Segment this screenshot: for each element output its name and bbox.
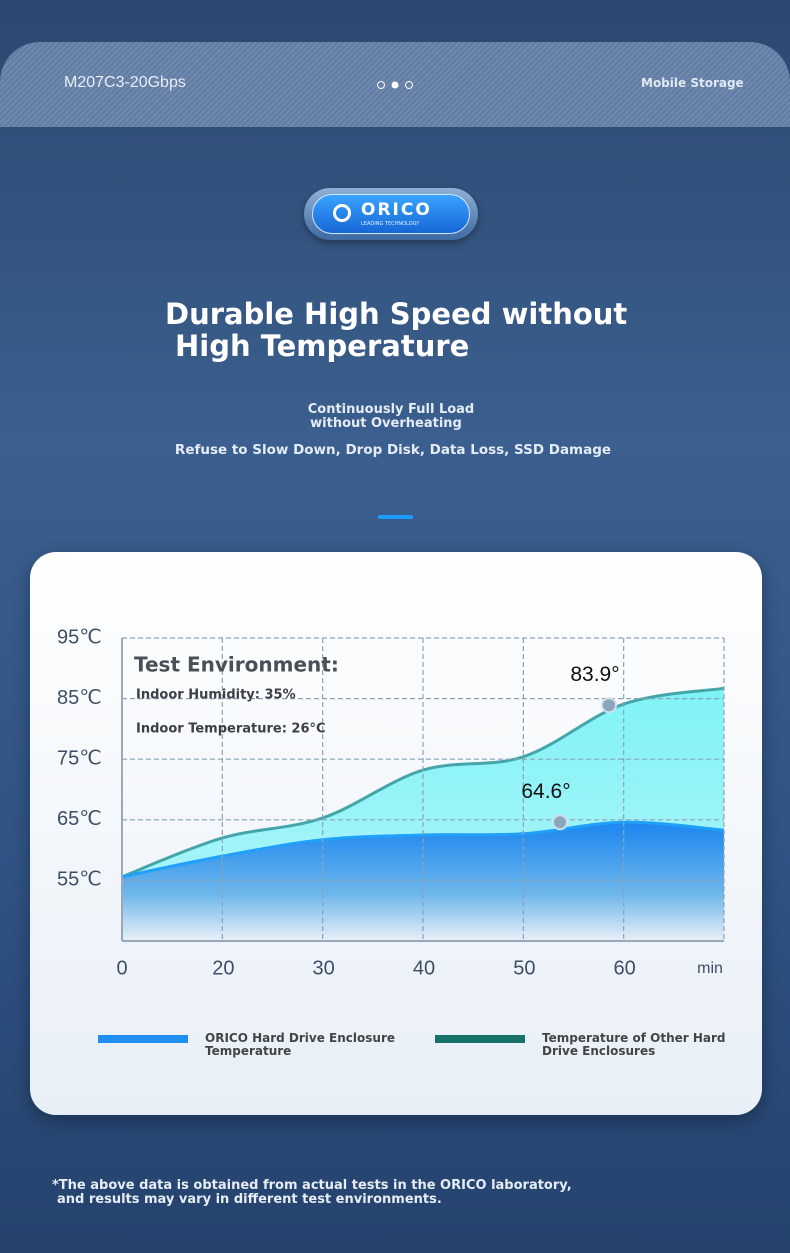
annotation-label: 83.9° (570, 663, 619, 686)
y-tick-label: 85℃ (57, 687, 102, 709)
test-env-item: Indoor Humidity: 35% (136, 688, 296, 703)
test-env-title: Test Environment: (134, 653, 339, 677)
divider (378, 515, 413, 519)
x-tick-label: 30 (313, 957, 335, 979)
y-tick-label: 65℃ (57, 808, 102, 830)
logo-badge: ORICO LEADING TECHNOLOGY (304, 188, 478, 240)
subtitle: Continuously Full Load (307, 402, 475, 417)
x-axis-label: min (697, 960, 723, 977)
page-dots (377, 81, 413, 89)
legend-swatch (435, 1035, 525, 1043)
subtitle-detail: Refuse to Slow Down, Drop Disk, Data Los… (174, 442, 612, 458)
logo-tagline: LEADING TECHNOLOGY (361, 221, 420, 227)
annotation-marker (601, 697, 617, 714)
legend-label: ORICO Hard Drive Enclosure Temperature (205, 1031, 396, 1058)
headline: High Temperature (175, 329, 470, 363)
x-tick-label: 20 (212, 957, 234, 979)
dot (377, 81, 385, 89)
x-tick-label: 50 (513, 957, 535, 979)
test-env-item: Indoor Temperature: 26°C (136, 722, 326, 737)
x-tick-label: 0 (116, 957, 127, 979)
annotation-label: 64.6° (521, 780, 570, 803)
model-name: M207C3-20Gbps (64, 74, 186, 91)
legend-swatch (98, 1035, 188, 1043)
footnote: and results may vary in different test e… (57, 1192, 442, 1207)
subtitle: without Overheating (310, 416, 462, 431)
category-label: Mobile Storage (641, 76, 744, 90)
logo-brand: ORICO (361, 200, 432, 220)
logo-icon (333, 204, 351, 222)
x-tick-label: 60 (614, 957, 636, 979)
legend-label: Temperature of Other Hard Drive Enclosur… (542, 1031, 726, 1058)
dot (391, 81, 399, 89)
x-tick-label: 40 (413, 957, 435, 979)
annotation-marker (552, 814, 568, 831)
dot (405, 81, 413, 89)
footnote: *The above data is obtained from actual … (52, 1178, 572, 1193)
logo-inner: ORICO LEADING TECHNOLOGY (312, 194, 470, 234)
y-tick-label: 55℃ (57, 869, 102, 891)
y-tick-label: 95℃ (57, 626, 102, 648)
y-tick-label: 75℃ (57, 747, 102, 769)
headline: Durable High Speed without (165, 297, 628, 331)
